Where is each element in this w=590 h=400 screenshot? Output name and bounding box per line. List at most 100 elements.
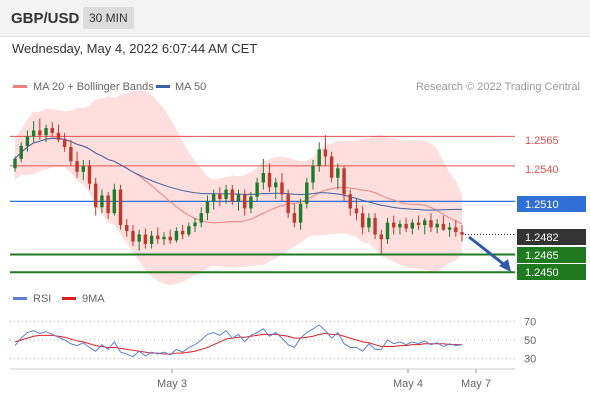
r1-label: 1.2540 xyxy=(525,164,559,176)
candle-body xyxy=(441,223,446,230)
candle-body xyxy=(454,227,458,233)
candle-body xyxy=(168,236,172,241)
candle-body xyxy=(81,165,85,172)
candle-body xyxy=(125,225,129,231)
candle-body xyxy=(149,235,154,244)
s2-tag xyxy=(517,264,586,280)
candle-body xyxy=(193,222,197,227)
candle-body xyxy=(218,194,222,199)
candle-body xyxy=(373,217,377,235)
x-tick-label: May 7 xyxy=(461,378,491,390)
candle-body xyxy=(62,139,67,147)
candle-body xyxy=(131,230,135,242)
r2-label: 1.2565 xyxy=(525,135,559,147)
ma9-legend-label: 9MA xyxy=(82,293,105,305)
candle-body xyxy=(112,189,117,214)
candle-body xyxy=(410,222,415,229)
bollinger-band-area xyxy=(15,90,462,285)
candle-body xyxy=(280,182,284,195)
candle-body xyxy=(243,194,247,209)
rsi-lines xyxy=(14,324,463,358)
candle-body xyxy=(19,145,23,159)
candle-body xyxy=(323,149,328,157)
candle-body xyxy=(174,230,179,241)
candle-body xyxy=(255,182,259,197)
candle-body xyxy=(211,194,216,202)
candle-body xyxy=(44,128,48,136)
rsi-legend-label: RSI xyxy=(33,293,51,305)
candle-body xyxy=(236,194,241,202)
candle-body xyxy=(69,147,73,162)
interval-button[interactable]: 30 MIN xyxy=(83,7,134,29)
candle-body xyxy=(205,201,210,214)
pivot-label: 1.2510 xyxy=(525,199,559,211)
candles xyxy=(13,118,464,254)
candle-body xyxy=(392,222,396,228)
candle-body xyxy=(261,173,266,183)
ma20-legend-swatch xyxy=(13,85,27,88)
s1-tag xyxy=(517,247,586,263)
candle-body xyxy=(398,223,402,228)
candle-body xyxy=(13,158,17,169)
rsi-tick-label: 50 xyxy=(524,335,536,347)
candle-body xyxy=(224,189,228,199)
rsi-grid: 70 50 30 xyxy=(10,316,536,366)
candle-body xyxy=(416,222,421,225)
candle-body xyxy=(460,232,464,235)
ma20-legend-label: MA 20 + Bollinger Bands xyxy=(33,81,154,93)
candle-body xyxy=(50,128,54,133)
candle-body xyxy=(435,223,439,228)
ma9-legend-swatch xyxy=(62,297,76,300)
candle-body xyxy=(292,213,297,223)
candle-body xyxy=(274,182,278,188)
x-tick-label: May 3 xyxy=(157,378,187,390)
candle-body xyxy=(31,130,36,137)
candle-body xyxy=(267,173,272,188)
candle-body xyxy=(25,136,30,146)
candle-body xyxy=(447,227,452,230)
candle-body xyxy=(429,220,433,228)
candle-body xyxy=(137,234,141,242)
candle-body xyxy=(162,236,166,240)
bollinger-band xyxy=(15,90,462,285)
s1-label: 1.2465 xyxy=(525,250,559,262)
forecast-arrow-line xyxy=(468,235,507,268)
x-axis: May 3 May 4 May 7 xyxy=(157,369,491,390)
symbol-title: GBP/USD xyxy=(11,10,80,27)
header-bar: GBP/USD 30 MIN xyxy=(0,0,590,37)
ma50-legend-swatch xyxy=(156,85,170,88)
candle-body xyxy=(354,208,359,214)
candle-body xyxy=(118,189,123,225)
candle-body xyxy=(298,203,303,223)
forecast-arrow-head xyxy=(499,259,511,272)
candle-body xyxy=(360,213,365,228)
chart-datetime: Wednesday, May 4, 2022 6:07:44 AM CET xyxy=(12,41,258,56)
candle-body xyxy=(342,168,346,195)
candle-body xyxy=(87,165,92,184)
s2-label: 1.2450 xyxy=(525,267,559,279)
candle-body xyxy=(305,182,309,204)
candle-body xyxy=(106,195,110,214)
rsi-legend-swatch xyxy=(13,297,27,300)
rsi-tick-label: 70 xyxy=(524,316,536,328)
candle-body xyxy=(38,130,42,136)
candle-body xyxy=(75,161,79,172)
rsi-tick-label: 30 xyxy=(524,354,536,366)
ma50-legend-label: MA 50 xyxy=(175,81,206,93)
rsi-line xyxy=(14,324,463,358)
candle-body xyxy=(329,156,334,178)
candle-body xyxy=(199,213,203,223)
candle-body xyxy=(249,196,253,209)
candle-body xyxy=(156,235,160,240)
pivot-tag xyxy=(517,196,586,212)
candle-body xyxy=(143,234,148,244)
candle-body xyxy=(385,222,390,240)
candle-body xyxy=(94,183,98,208)
ma9-line xyxy=(14,332,462,355)
candle-body xyxy=(311,165,315,183)
credit-text: Research © 2022 Trading Central xyxy=(416,81,580,93)
candle-body xyxy=(56,132,61,140)
candle-body xyxy=(336,168,340,178)
candle-body xyxy=(100,195,104,208)
x-tick-label: May 4 xyxy=(393,378,423,390)
